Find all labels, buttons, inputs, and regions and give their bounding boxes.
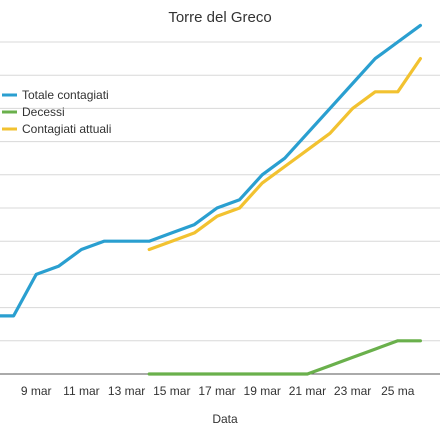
x-tick-label: 19 mar (244, 384, 281, 398)
legend-label: Contagiati attuali (22, 122, 111, 136)
x-tick-label: 15 mar (153, 384, 190, 398)
series-line-1 (0, 23, 422, 318)
x-tick-label: 17 mar (198, 384, 235, 398)
x-tick-label: 23 mar (334, 384, 371, 398)
x-tick-label: 13 mar (108, 384, 145, 398)
x-tick-label: 21 mar (289, 384, 326, 398)
series-line-3 (147, 56, 422, 252)
legend: Totale contagiati Decessi Contagiati attua… (2, 88, 111, 136)
x-axis-label: Data (212, 412, 238, 426)
legend-label: Decessi (22, 105, 65, 119)
series-lines (0, 23, 422, 376)
legend-label: Totale contagiati (22, 88, 109, 102)
x-tick-label: 11 mar (63, 384, 99, 398)
x-tick-label: 9 mar (21, 384, 52, 398)
chart-title: Torre del Greco (168, 9, 271, 26)
series-line-2 (147, 339, 422, 376)
x-tick-label: 25 ma (381, 384, 415, 398)
